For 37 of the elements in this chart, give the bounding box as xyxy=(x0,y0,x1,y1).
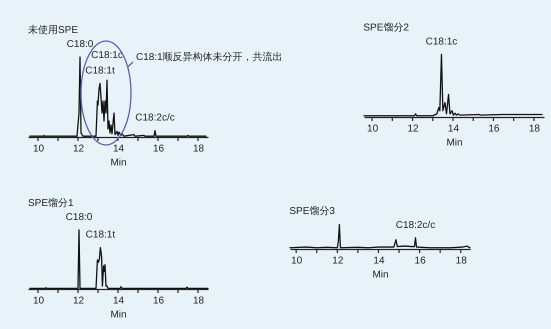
x-tick-label: 16 xyxy=(488,124,500,134)
annotation: C18:2c/c xyxy=(135,112,175,124)
x-tick-label: 18 xyxy=(192,296,204,306)
annotation: C18:0 xyxy=(66,39,94,50)
x-tick-label: 10 xyxy=(291,256,303,266)
chart-title: SPE馏分1 xyxy=(28,196,74,209)
annotation: C18:1t xyxy=(86,230,116,241)
x-tick-label: 12 xyxy=(72,144,84,154)
x-tick-label: 12 xyxy=(72,296,84,306)
x-tick-label: 18 xyxy=(528,124,540,134)
chart-title: SPE馏分2 xyxy=(363,21,410,34)
x-tick-label: 16 xyxy=(152,296,164,306)
annotation: C18:1c xyxy=(426,36,458,48)
x-axis-title: Min xyxy=(446,138,463,148)
annotation: C18:1顺反异构体未分开，共流出 xyxy=(136,51,283,63)
x-tick-label: 10 xyxy=(32,296,44,306)
annotation: C18:1c xyxy=(91,50,123,62)
chart-title: SPE馏分3 xyxy=(289,204,336,217)
x-tick-label: 14 xyxy=(373,256,385,266)
x-tick-label: 14 xyxy=(112,144,124,154)
annotation: C18:0 xyxy=(66,212,93,223)
x-tick-label: 18 xyxy=(456,256,468,266)
x-tick-label: 10 xyxy=(367,124,379,134)
x-tick-label: 16 xyxy=(152,144,164,154)
x-axis-title: Min xyxy=(110,310,127,320)
annotation: C18:2c/c xyxy=(396,220,436,231)
x-tick-label: 10 xyxy=(32,144,44,154)
x-tick-label: 12 xyxy=(407,124,420,134)
x-tick-label: 14 xyxy=(112,296,124,306)
x-axis-title: Min xyxy=(372,270,389,280)
annotation: C18:1t xyxy=(85,65,115,76)
x-tick-label: 18 xyxy=(192,144,204,154)
x-tick-label: 14 xyxy=(448,124,460,134)
x-tick-label: 16 xyxy=(414,256,426,266)
x-tick-label: 12 xyxy=(332,256,344,266)
x-axis-title: Min xyxy=(110,158,127,168)
chart-title: 未使用SPE xyxy=(28,24,78,36)
